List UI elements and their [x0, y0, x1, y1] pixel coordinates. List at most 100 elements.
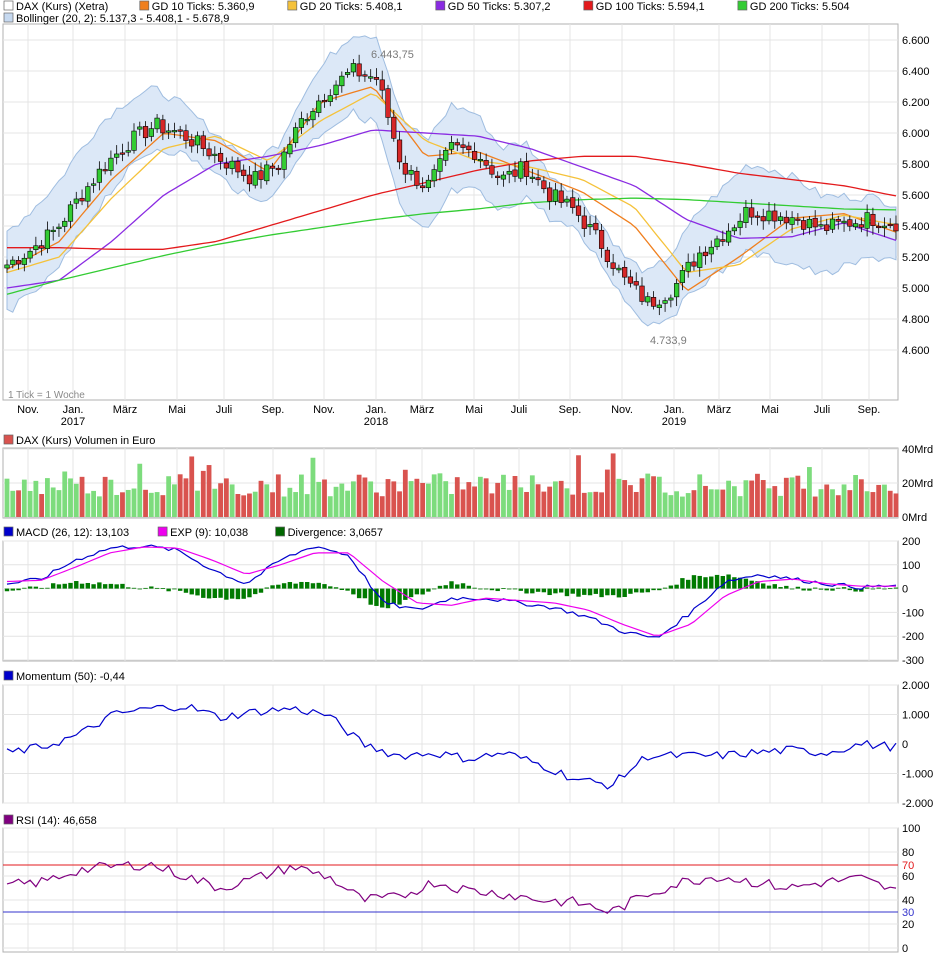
volume-bar [807, 467, 812, 517]
volume-bar [489, 493, 495, 517]
volume-bar [535, 484, 541, 517]
x-tick-label: Jan. [63, 404, 84, 416]
divergence-bar [149, 586, 154, 589]
y-tick-label: 5.000 [902, 283, 930, 295]
y-tick-label: 6.200 [902, 97, 930, 109]
divergence-bar [299, 581, 304, 589]
candlesticks [4, 54, 899, 316]
candle-body [368, 76, 374, 79]
candle-body [662, 300, 668, 304]
candle-body [777, 216, 784, 221]
y-tick-label: 6.600 [902, 35, 930, 47]
divergence-bar [229, 588, 235, 599]
candle-body [108, 157, 114, 171]
divergence-bar [27, 586, 33, 589]
volume-bar [674, 491, 680, 517]
candle-body [541, 180, 547, 190]
candle-body [725, 230, 732, 243]
divergence-bar [177, 588, 183, 591]
volume-bar [148, 492, 154, 517]
volume-bar [166, 476, 172, 517]
volume-bar [218, 483, 223, 517]
candle-body [316, 100, 322, 113]
divergence-bar [431, 588, 437, 590]
x-tick-label: Juli [216, 404, 233, 416]
candle-body [616, 267, 622, 271]
divergence-bar [466, 585, 472, 589]
candle-body [575, 205, 582, 216]
divergence-bar [206, 588, 212, 599]
divergence-bar [483, 588, 489, 590]
y-tick-label: 0Mrd [902, 512, 927, 524]
y-tick-label: 20Mrd [902, 478, 933, 490]
volume-bar [501, 474, 506, 517]
candle-body [512, 169, 518, 177]
divergence-bar [68, 582, 73, 589]
legend-swatch-1 [157, 526, 168, 537]
divergence-bar [74, 581, 79, 589]
volume-bar [651, 476, 656, 517]
candle-body [870, 213, 876, 226]
y-tick-label: 100 [902, 823, 920, 835]
candle-body [56, 226, 62, 229]
volume-bar [449, 493, 454, 517]
volume-bar [639, 478, 645, 517]
y-tick-label: -300 [902, 655, 924, 667]
macd-line [6, 544, 897, 638]
divergence-bar [766, 585, 772, 589]
candle-body [581, 215, 587, 229]
volume-bar [235, 493, 241, 517]
candle-body [622, 266, 628, 278]
volume-bar [691, 490, 697, 517]
legend-swatch-0 [3, 670, 14, 681]
divergence-bar [310, 583, 316, 589]
volume-bar [27, 490, 33, 517]
candle-body [604, 249, 610, 262]
candle-body [477, 159, 483, 162]
tick-note: 1 Tick = 1 Woche [8, 390, 85, 401]
divergence-bar [818, 588, 824, 590]
divergence-bar [345, 588, 350, 591]
volume-bar [876, 484, 882, 517]
volume-bar [882, 484, 887, 517]
divergence-bar [397, 588, 402, 605]
volume-bar [195, 490, 200, 517]
volume-bar [39, 494, 45, 517]
divergence-bar [830, 588, 835, 591]
x-tick-label: Jan. [366, 404, 387, 416]
volume-bar [287, 487, 293, 517]
momentum-panel: Momentum (50): -0,44 2.000 1.000 0 -1.000 -2… [2, 670, 933, 810]
divergence-bar [10, 588, 15, 591]
legend-label-0: DAX (Kurs) (Xetra) [16, 1, 108, 13]
divergence-bar [443, 585, 448, 589]
legend-swatch-0 [3, 12, 14, 23]
divergence-bar [385, 588, 391, 609]
volume-bar [299, 474, 304, 517]
divergence-bar [172, 588, 177, 590]
y-tick-label: 40 [902, 895, 914, 907]
candle-body [33, 245, 39, 250]
legend-swatch-2 [287, 0, 298, 11]
candle-body [119, 152, 126, 155]
divergence-bar [616, 588, 622, 598]
candle-body [102, 169, 108, 172]
divergence-bar [316, 582, 321, 589]
volume-bar [21, 479, 27, 517]
divergence-bar [449, 581, 454, 589]
bollinger-band [6, 35, 897, 327]
candle-body [373, 77, 380, 80]
divergence-bar [720, 575, 726, 589]
x-tick-label: März [707, 404, 731, 416]
legend-swatch-0 [3, 814, 14, 825]
volume-bar [408, 481, 414, 517]
divergence-bar [645, 588, 650, 593]
legend-label-0: DAX (Kurs) Volumen in Euro [16, 435, 155, 447]
volume-bar [102, 476, 108, 517]
candle-body [148, 128, 154, 137]
divergence-bar [195, 588, 200, 596]
y-tick-label: 6.400 [902, 66, 930, 78]
volume-bar [333, 486, 339, 517]
divergence-bar [801, 588, 806, 591]
divergence-bar [807, 588, 812, 591]
